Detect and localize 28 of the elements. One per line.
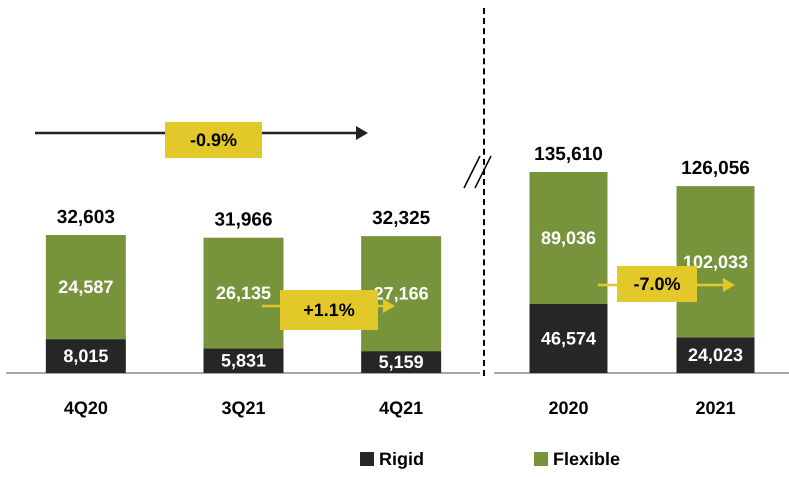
x-tick-label: 4Q20	[64, 398, 108, 418]
legend-label: Flexible	[552, 449, 620, 469]
data-label: 5,159	[378, 352, 424, 372]
x-tick-label: 4Q21	[379, 398, 424, 418]
total-label: 32,603	[56, 207, 115, 228]
bar	[530, 304, 608, 373]
data-label: 5,831	[220, 350, 266, 371]
x-tick-label: 2021	[695, 398, 736, 418]
total-label: 31,966	[214, 210, 273, 231]
total-label: 135,610	[534, 144, 603, 165]
text: -0.9%	[165, 122, 262, 158]
legend-label: Rigid	[379, 449, 424, 469]
bar	[530, 172, 608, 304]
total-label: 32,325	[372, 208, 431, 230]
annotation: +1.1%	[303, 300, 355, 320]
data-label: 8,015	[63, 346, 108, 366]
bar	[204, 238, 284, 348]
data-label: 89,036	[540, 228, 596, 248]
bar	[361, 236, 442, 352]
data-label: 26,135	[216, 283, 272, 304]
data-label: 24,023	[688, 345, 744, 366]
total-label: 126,056	[681, 158, 750, 180]
data-label: 24,587	[58, 277, 114, 298]
x-tick-label: 2020	[548, 398, 589, 418]
bar	[46, 235, 126, 340]
annotation: -7.0%	[633, 274, 681, 294]
x-tick-label: 3Q21	[221, 398, 266, 418]
data-label: 46,574	[540, 328, 596, 348]
